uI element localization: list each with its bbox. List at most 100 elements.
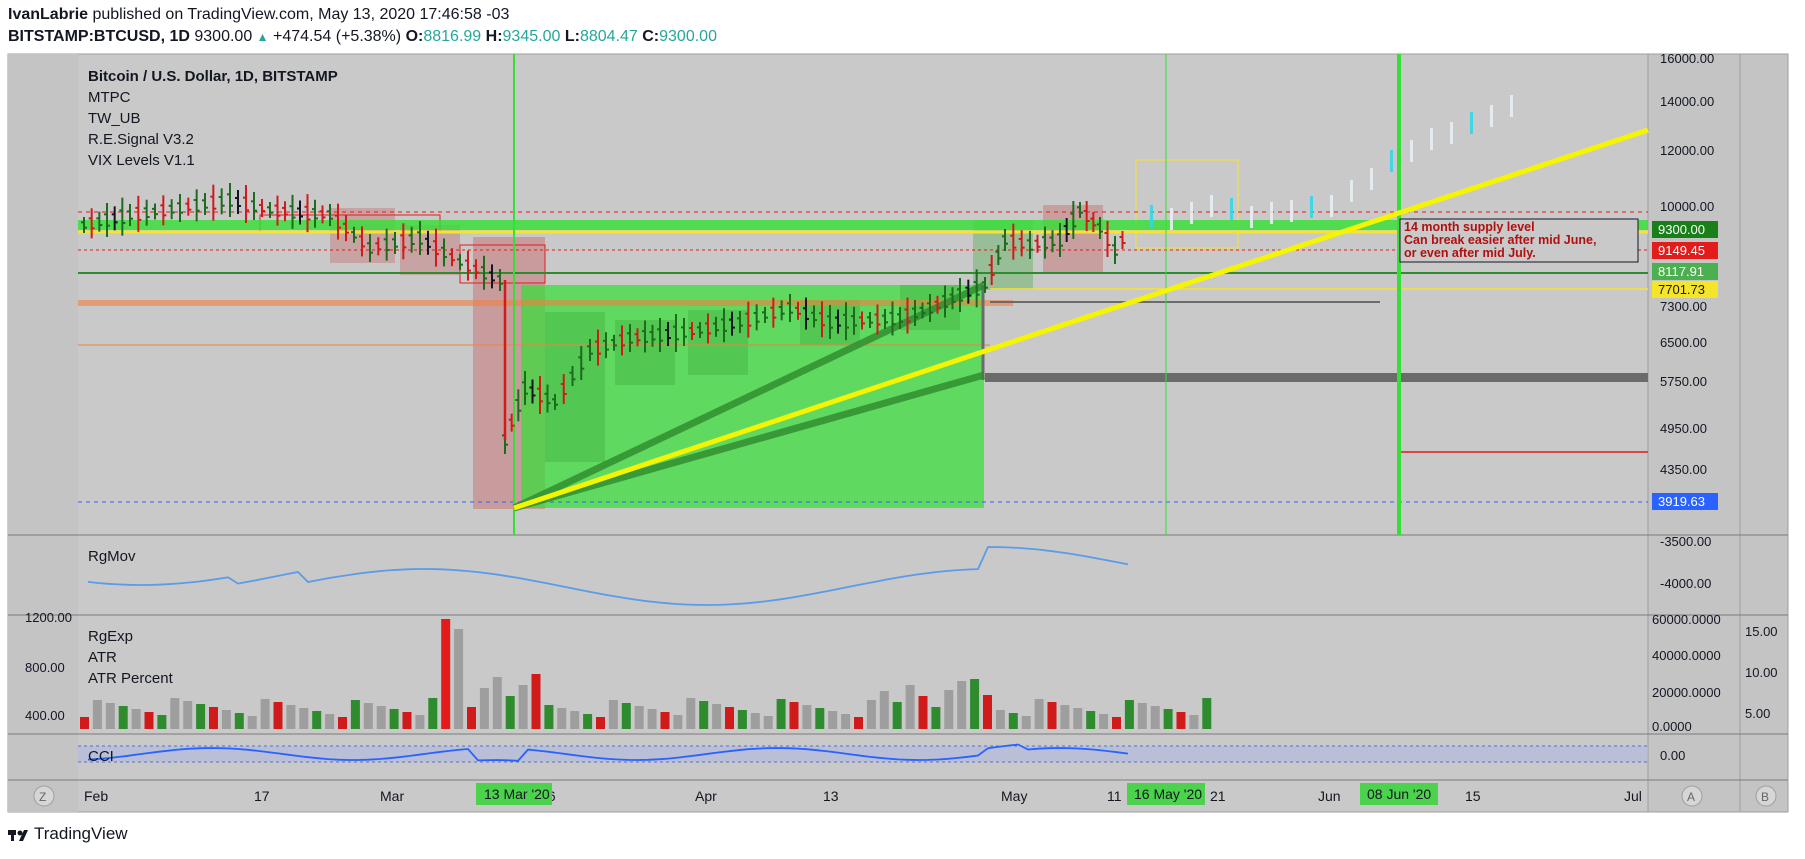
projection-box <box>1135 159 1239 249</box>
price-tick: 10000.00 <box>1660 199 1714 214</box>
atr-bar <box>1060 705 1070 729</box>
price-bar <box>957 278 963 312</box>
price-bar <box>1002 229 1008 251</box>
atr-bar <box>673 715 683 729</box>
atr-bar <box>389 709 399 729</box>
auto-scale-button[interactable] <box>1681 785 1703 807</box>
projection-bar <box>1250 206 1253 228</box>
zoom-button[interactable] <box>33 785 55 807</box>
price-bar <box>508 413 515 432</box>
badge-7701 <box>1652 281 1718 298</box>
price-bar <box>143 199 150 226</box>
price-bar <box>578 346 585 380</box>
price-bar <box>481 255 487 290</box>
atr-bar <box>570 711 580 729</box>
rgexp-left-tick: 400.00 <box>25 708 65 723</box>
projection-bar <box>1350 180 1353 202</box>
annotation-line: or even after mid July. <box>1404 246 1536 260</box>
rgexp-left-tick: 1200.00 <box>25 610 72 625</box>
rgexp-mid-tick: 20000.0000 <box>1652 685 1721 700</box>
tradingview-footer[interactable]: TradingView <box>8 824 128 844</box>
annotation-box[interactable] <box>1399 218 1639 263</box>
badge-text: 9300.00 <box>1658 222 1705 237</box>
atr-bar <box>1073 708 1083 729</box>
price-bar <box>897 307 903 329</box>
price-bar <box>119 197 126 236</box>
price-bar <box>753 304 760 331</box>
price-bar <box>1104 221 1111 257</box>
price-bar <box>713 316 719 337</box>
badge-9149 <box>1652 242 1718 259</box>
atr-bar <box>583 714 593 729</box>
projection-bar <box>1210 195 1213 217</box>
price-bar <box>168 199 175 220</box>
price-bar <box>1070 201 1077 239</box>
price-bar <box>289 194 296 229</box>
price-bar <box>1042 226 1048 259</box>
time-label: Apr <box>695 788 717 804</box>
price-bar <box>1090 212 1097 232</box>
price-bar <box>367 234 373 262</box>
atr-bar <box>118 706 128 729</box>
price-bar <box>177 194 183 222</box>
atr-bar <box>492 677 502 729</box>
time-highlight-16may <box>1127 783 1205 805</box>
atr-bar <box>608 700 618 729</box>
price-bar <box>995 245 1002 265</box>
pane-label-rgexp: RgExp <box>88 628 133 645</box>
badge-last-price <box>1652 221 1718 238</box>
price-bar <box>1112 236 1118 264</box>
atr-bar <box>815 708 825 729</box>
time-label: 17 <box>254 788 270 804</box>
projection-bar <box>1510 95 1513 117</box>
header-line-2: BITSTAMP:BTCUSD, 1D 9300.00 ▲ +474.54 (+… <box>8 28 717 46</box>
price-tick: 6500.00 <box>1660 335 1707 350</box>
atr-bar <box>402 712 412 729</box>
price-tick: 5750.00 <box>1660 374 1707 389</box>
open-label: O: <box>405 28 424 45</box>
price-bar <box>359 226 365 257</box>
author-name[interactable]: IvanLabrie <box>8 6 89 23</box>
price-bar <box>441 238 447 267</box>
rgexp-mid-axis: 60000.0000 40000.0000 20000.0000 0.0000 <box>1652 612 1721 734</box>
atr-bars <box>80 619 1212 729</box>
price-bar <box>160 195 167 226</box>
legend-title: Bitcoin / U.S. Dollar, 1D, BITSTAMP <box>88 68 338 85</box>
price-bar <box>642 320 648 353</box>
price-bar <box>1027 231 1033 259</box>
b-button[interactable] <box>1755 785 1777 807</box>
time-highlight-label: 08 Jun '20 <box>1367 786 1431 802</box>
price-bar <box>243 185 249 223</box>
atr-bar <box>983 695 992 729</box>
rgexp-right-tick: 5.00 <box>1745 706 1770 721</box>
price-bar <box>392 232 398 254</box>
price-bar <box>1010 223 1017 260</box>
atr-bar <box>105 703 115 729</box>
price-bar <box>729 311 735 336</box>
price-bar <box>835 309 841 334</box>
atr-bar <box>312 711 322 729</box>
atr-bar <box>273 702 283 729</box>
atr-bar <box>183 701 193 729</box>
rgexp-left-axis: 1200.00 800.00 400.00 <box>25 610 72 723</box>
price-axis[interactable]: 16000.00 14000.00 12000.00 10000.00 7300… <box>1660 51 1714 477</box>
price-bar <box>904 297 911 334</box>
yellow-trend-line <box>513 127 1649 511</box>
price-bar <box>202 193 208 215</box>
projection-bar <box>1470 112 1473 134</box>
projection-bar <box>1230 198 1233 220</box>
price-bar <box>770 297 777 328</box>
pane-label-cci: CCI <box>88 748 114 765</box>
atr-bar <box>234 713 244 729</box>
atr-bar <box>957 681 967 729</box>
price-bar <box>96 211 103 232</box>
price-bar <box>867 312 873 328</box>
change-value: +474.54 (+5.38%) <box>273 28 402 45</box>
atr-bar <box>1137 703 1147 729</box>
atr-bar <box>905 685 915 729</box>
price-bar <box>811 305 817 328</box>
atr-bar <box>802 705 812 729</box>
price-bar <box>627 324 633 352</box>
price-bar <box>737 311 743 333</box>
